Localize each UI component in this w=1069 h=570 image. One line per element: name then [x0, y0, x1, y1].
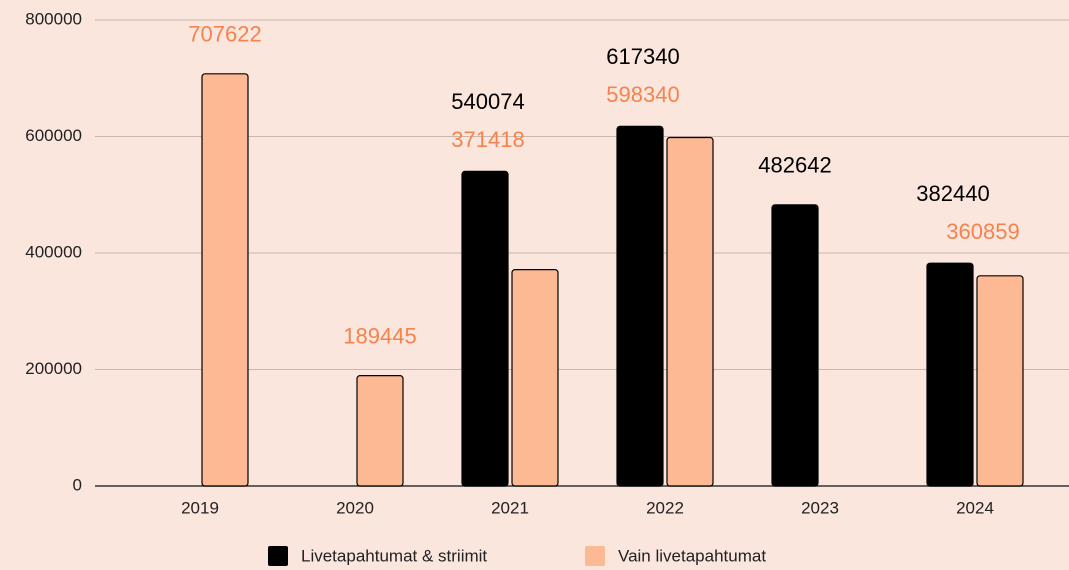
bar [666, 136, 714, 487]
y-tick-label: 600000 [25, 126, 82, 145]
legend-swatch [268, 546, 288, 566]
x-tick-label: 2022 [646, 498, 684, 517]
bar [976, 275, 1024, 487]
x-tick-label: 2021 [491, 498, 529, 517]
legend-label: Vain livetapahtumat [618, 546, 766, 565]
legend-swatch [585, 546, 605, 566]
value-label: 382440 [916, 181, 989, 206]
y-tick-label: 800000 [25, 9, 82, 28]
value-label: 189445 [343, 323, 416, 348]
bar [926, 262, 974, 487]
bar [511, 269, 559, 487]
bar [356, 375, 404, 487]
x-tick-label: 2019 [181, 498, 219, 517]
value-label: 482642 [758, 153, 831, 178]
bar [201, 73, 249, 487]
x-tick-label: 2023 [801, 498, 839, 517]
value-label: 540074 [451, 89, 524, 114]
y-tick-label: 200000 [25, 359, 82, 378]
bar [771, 204, 819, 487]
value-label: 371418 [451, 127, 524, 152]
value-label: 598340 [606, 82, 679, 107]
value-label: 707622 [188, 22, 261, 47]
bar [461, 170, 509, 487]
x-tick-label: 2020 [336, 498, 374, 517]
y-tick-label: 0 [73, 475, 82, 494]
legend-label: Livetapahtumat & striimit [301, 546, 487, 565]
bar [616, 125, 664, 487]
value-label: 617340 [606, 44, 679, 69]
x-tick-label: 2024 [956, 498, 994, 517]
y-tick-label: 400000 [25, 242, 82, 261]
value-label: 360859 [946, 219, 1019, 244]
